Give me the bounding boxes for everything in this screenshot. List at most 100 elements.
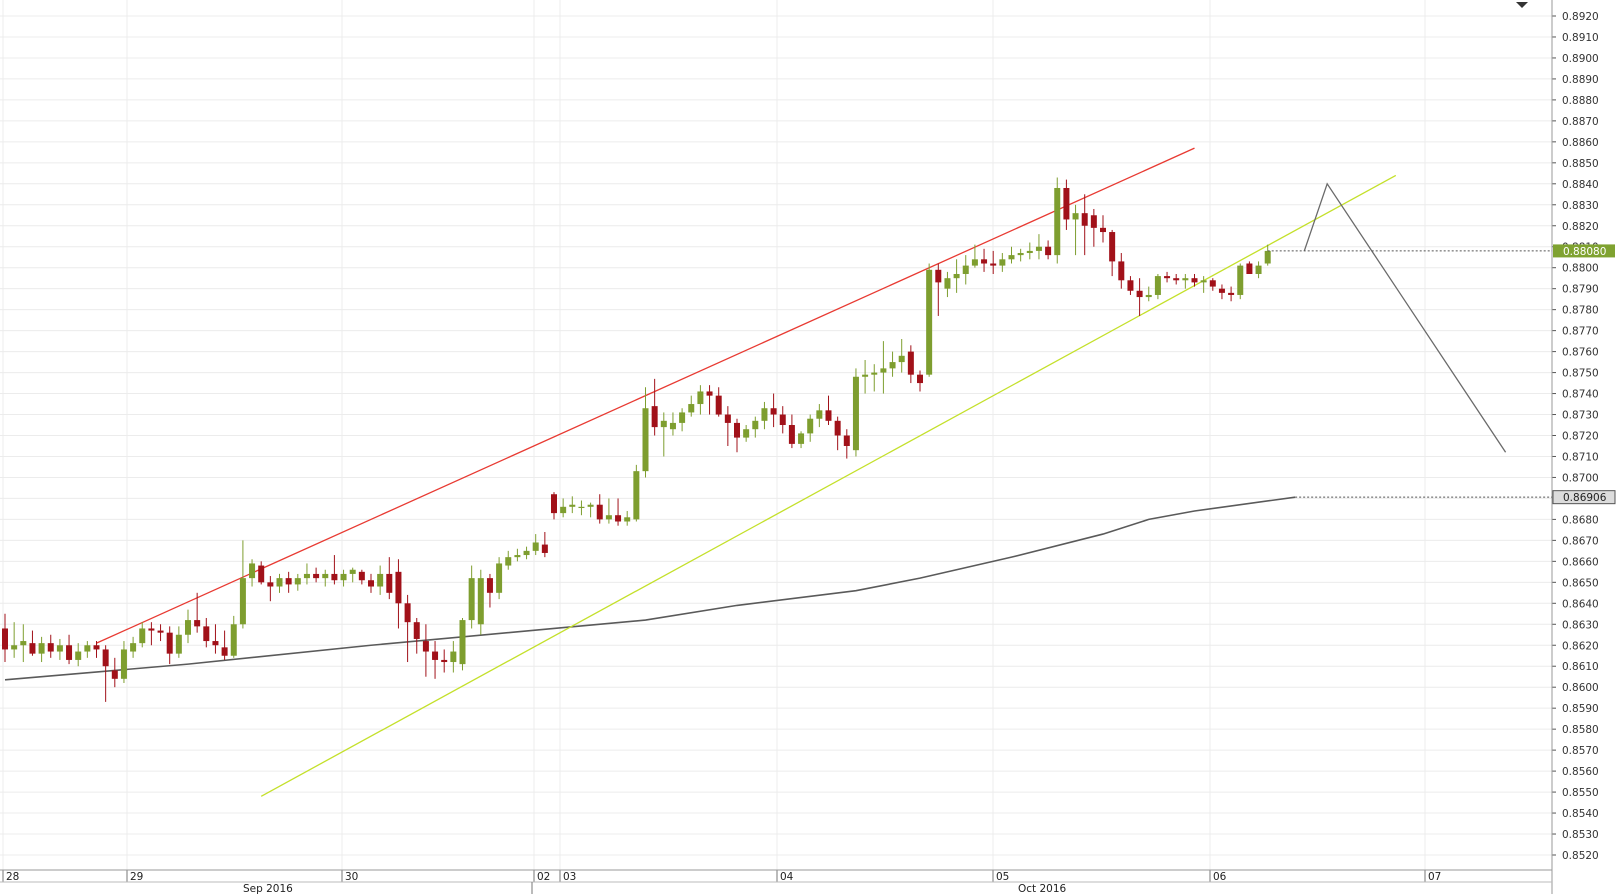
candle [1026, 242, 1033, 260]
candle-body [496, 563, 503, 593]
candle [935, 263, 942, 316]
candle [368, 573, 374, 593]
x-tick-label: 07 [1428, 871, 1441, 883]
candle-body [935, 269, 942, 283]
candle [889, 351, 896, 377]
y-tick-label: 0.8780 [1562, 305, 1599, 317]
candle-body [843, 435, 850, 446]
candle [93, 641, 100, 658]
x-tick-label: 29 [130, 871, 143, 883]
candle-body [148, 628, 155, 631]
candle-body [422, 641, 429, 652]
candle-body [157, 630, 164, 633]
candle [404, 594, 411, 663]
candle [221, 630, 228, 660]
candle-body [1026, 250, 1033, 254]
candle-body [285, 578, 292, 585]
y-tick-label: 0.8770 [1562, 326, 1599, 338]
candle [1035, 234, 1042, 260]
x-tick-label: 04 [780, 871, 794, 883]
candle [185, 609, 191, 644]
y-tick-label: 0.8670 [1562, 535, 1599, 547]
candle [944, 271, 951, 298]
candle [239, 540, 246, 629]
candle [532, 534, 539, 556]
candle-body [386, 573, 393, 593]
candle [880, 341, 887, 394]
candle [871, 364, 878, 392]
candle-body [679, 412, 686, 423]
y-tick-label: 0.8540 [1562, 808, 1599, 820]
candle [1173, 273, 1180, 285]
candle [20, 624, 27, 663]
candle [1218, 284, 1225, 300]
candle [1154, 273, 1161, 300]
candle-body [313, 573, 320, 579]
candle-body [688, 404, 695, 413]
candle [1090, 208, 1097, 247]
candle-body [1145, 294, 1152, 298]
x-month-label: Oct 2016 [1018, 883, 1067, 894]
candle-body [889, 362, 896, 369]
lower-trendline [260, 174, 1397, 797]
candle-body [999, 259, 1006, 266]
candle [981, 248, 988, 272]
candle-body [450, 651, 457, 663]
candle [587, 502, 594, 518]
candle [907, 345, 914, 384]
candle [413, 617, 420, 654]
candle-body [1035, 246, 1042, 251]
candle-body [203, 626, 210, 642]
candle-body [38, 643, 45, 654]
candle-body [413, 622, 420, 639]
candle-body [29, 643, 36, 654]
candle-body [84, 645, 91, 652]
candle [779, 406, 786, 434]
candle [120, 641, 127, 684]
candle [1145, 286, 1152, 302]
candle [450, 641, 457, 673]
chevron-down-icon[interactable] [1516, 2, 1528, 8]
candle [1017, 248, 1024, 262]
candle-body [139, 628, 146, 644]
candle-body [816, 410, 823, 419]
last-price-tag [1553, 244, 1615, 258]
candle [953, 259, 960, 293]
candle [651, 378, 658, 436]
y-tick-label: 0.8620 [1562, 640, 1599, 652]
candle-body [2, 628, 8, 650]
y-tick-label: 0.8870 [1562, 116, 1599, 128]
candle-body [1127, 280, 1134, 291]
candle-body [917, 374, 923, 384]
candle-body [871, 372, 878, 375]
candle [715, 387, 722, 417]
candle [84, 641, 91, 658]
candle-body [834, 420, 841, 436]
y-tick-label: 0.8720 [1562, 431, 1599, 443]
candle-body [230, 624, 237, 656]
y-tick-label: 0.8630 [1562, 619, 1599, 631]
candle-body [185, 620, 191, 635]
candle-body [651, 406, 658, 428]
candle [1136, 278, 1143, 316]
candle [669, 412, 676, 436]
candle-body [807, 418, 814, 434]
x-month-label: Sep 2016 [243, 883, 293, 894]
candle [432, 641, 439, 679]
candle [578, 500, 585, 516]
candle [898, 339, 905, 373]
candle-body [715, 395, 722, 415]
candle [1246, 261, 1253, 274]
candle [734, 418, 740, 453]
candle [1118, 253, 1125, 289]
candle-body [1154, 276, 1161, 295]
candle-body [1017, 253, 1024, 256]
candle-body [102, 649, 109, 667]
candle-body [551, 494, 557, 514]
x-tick-label: 05 [996, 871, 1009, 883]
y-tick-label: 0.8560 [1562, 766, 1599, 778]
candle [38, 636, 45, 663]
y-tick-label: 0.8820 [1562, 221, 1599, 233]
